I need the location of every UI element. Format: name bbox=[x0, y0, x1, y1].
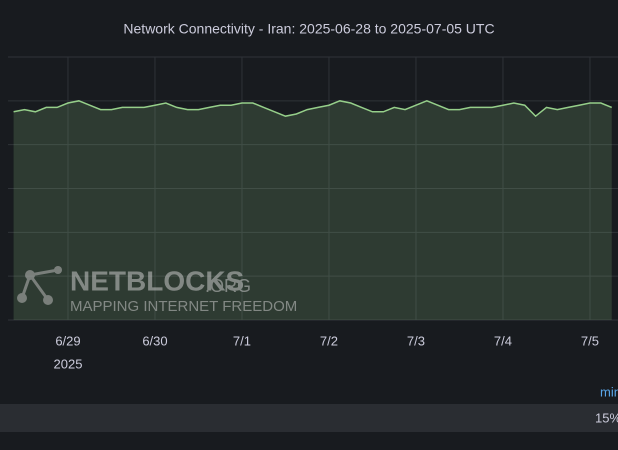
legend-header: min bbox=[600, 384, 618, 399]
line bbox=[13, 100, 613, 118]
x-tick-label: 7/3 bbox=[407, 333, 425, 348]
x-tick-label: 7/2 bbox=[320, 333, 338, 348]
x-year-label: 2025 bbox=[54, 356, 83, 371]
x-tick-label: 6/29 bbox=[55, 333, 80, 348]
legend-value: 15% bbox=[595, 410, 618, 425]
chart-title: Network Connectivity - Iran: 2025-06-28 … bbox=[123, 21, 494, 37]
x-tick-label: 6/30 bbox=[142, 333, 167, 348]
watermark-suffix: .ORG bbox=[205, 276, 251, 296]
watermark: NETBLOCKS .ORG MAPPING INTERNET FREEDOM bbox=[17, 265, 297, 315]
plot: 6/29 6/30 7/1 7/2 7/3 7/4 7/5 bbox=[8, 56, 618, 348]
watermark-brand: NETBLOCKS bbox=[70, 265, 244, 296]
logo-dots bbox=[17, 266, 62, 305]
x-tick-label: 7/1 bbox=[233, 333, 251, 348]
x-tick-label: 7/4 bbox=[494, 333, 512, 348]
legend-row bbox=[0, 404, 618, 432]
area bbox=[13, 100, 612, 320]
x-tick-label: 7/5 bbox=[581, 333, 599, 348]
watermark-tagline: MAPPING INTERNET FREEDOM bbox=[70, 298, 297, 315]
